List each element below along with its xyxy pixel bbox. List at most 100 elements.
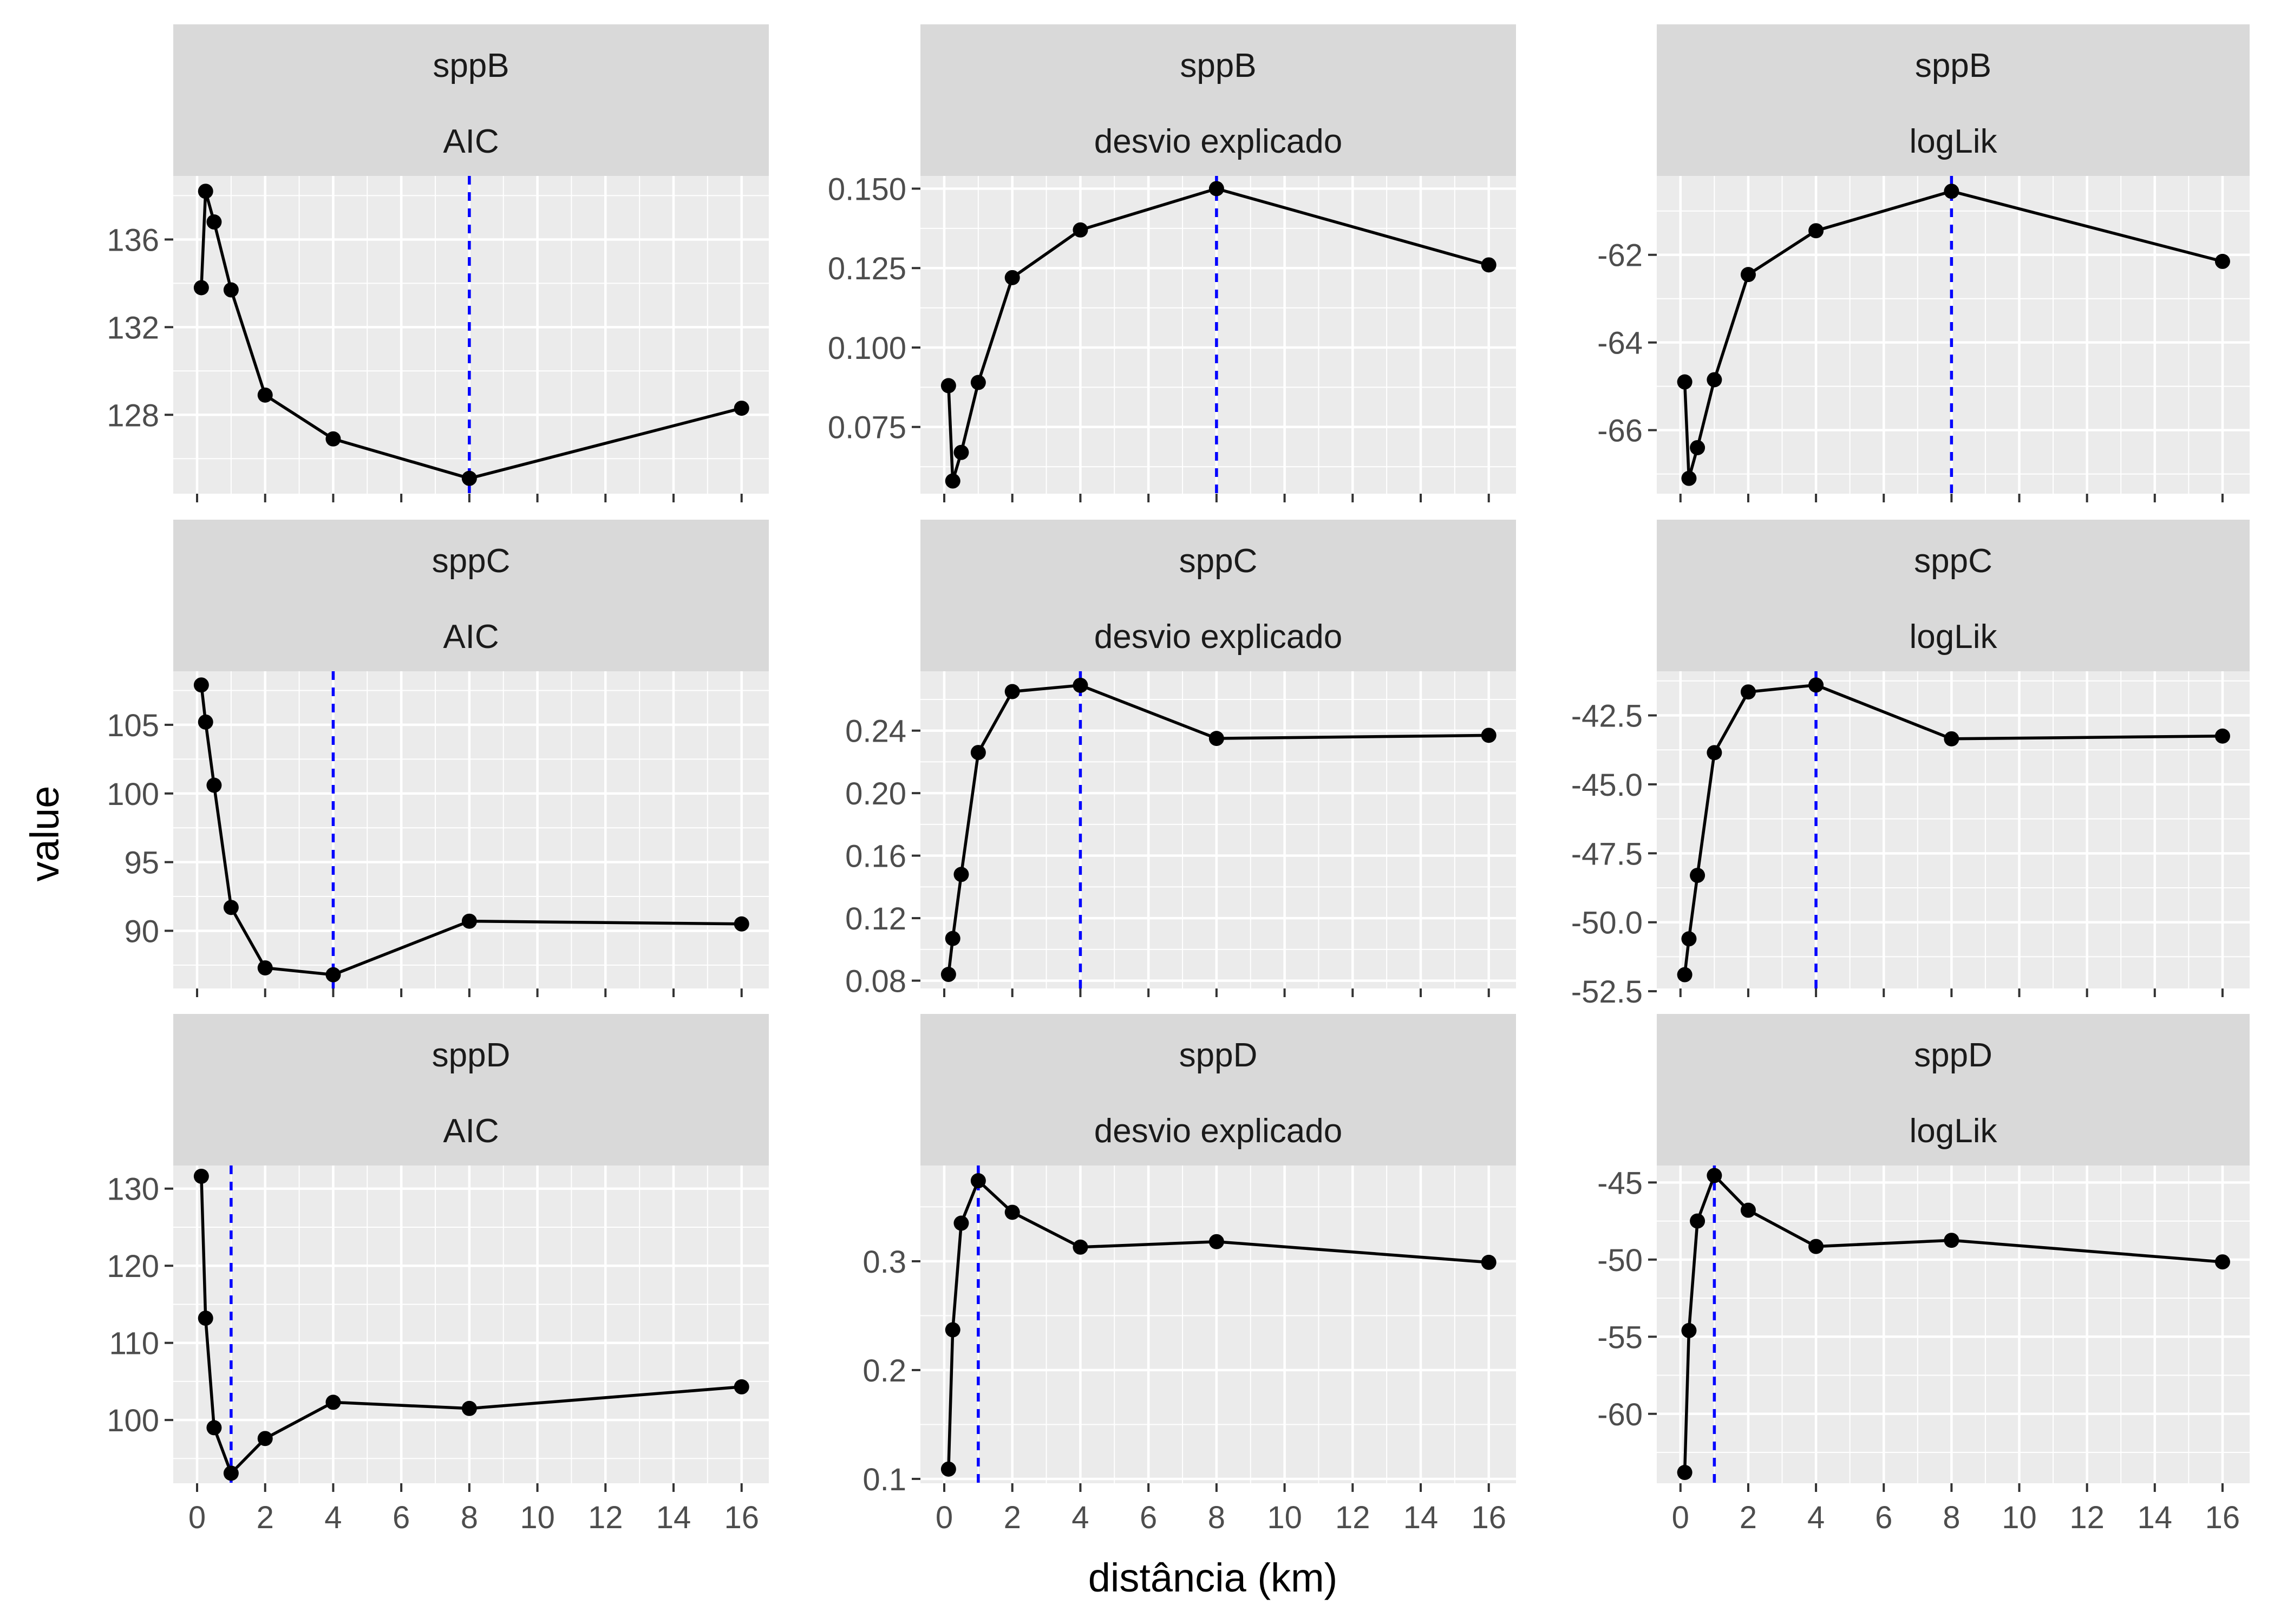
- y-tick-label: -55: [1597, 1320, 1643, 1355]
- panel-bg-sppb-loglik: [1657, 176, 2250, 494]
- strip-metric-label: logLik: [1910, 618, 1998, 656]
- y-tick-label: 0.100: [828, 331, 906, 366]
- y-tick-label: -50.0: [1571, 906, 1643, 941]
- data-point: [198, 184, 213, 199]
- y-tick-label: -66: [1597, 414, 1643, 449]
- x-tick-label: 6: [1875, 1500, 1892, 1535]
- strip-metric-label: desvio explicado: [1094, 1112, 1342, 1150]
- y-tick-label: 95: [124, 846, 159, 881]
- y-tick-label: 132: [107, 310, 159, 345]
- panel-bg-sppc-aic: [173, 671, 769, 988]
- data-point: [1208, 181, 1224, 197]
- y-axis-title: value: [22, 786, 67, 882]
- x-tick-label: 2: [1740, 1500, 1757, 1535]
- strip-species-label: sppC: [1179, 542, 1258, 580]
- x-tick-label: 4: [1071, 1500, 1089, 1535]
- y-tick-label: 0.125: [828, 251, 906, 286]
- x-tick-label: 2: [1004, 1500, 1021, 1535]
- x-tick-label: 4: [324, 1500, 342, 1535]
- data-point: [953, 444, 969, 460]
- data-point: [223, 282, 239, 298]
- y-tick-label: 0.20: [845, 776, 906, 811]
- strip-metric-label: AIC: [443, 123, 499, 160]
- strip-metric-label: logLik: [1910, 1112, 1998, 1150]
- y-tick-label: 120: [107, 1249, 159, 1284]
- series-line-sppd-desvio-explicado: [947, 1179, 1489, 1469]
- strip-sppd-desvio-explicado: [920, 1014, 1516, 1165]
- data-point: [1808, 677, 1824, 693]
- data-point: [1808, 1239, 1824, 1254]
- data-point: [945, 473, 960, 489]
- strip-sppb-desvio-explicado: [920, 24, 1516, 176]
- x-tick-label: 12: [1335, 1500, 1370, 1535]
- y-tick-label: 128: [107, 398, 159, 433]
- strip-sppc-desvio-explicado: [920, 520, 1516, 671]
- strip-sppc-aic: [173, 520, 769, 671]
- strip-species-label: sppC: [432, 542, 511, 580]
- data-point: [257, 1431, 273, 1446]
- x-axis-title: distância (km): [1088, 1555, 1338, 1600]
- data-point: [1681, 931, 1697, 947]
- data-point: [1481, 728, 1497, 743]
- strip-sppb-aic: [173, 24, 769, 176]
- y-tick-label: 0.24: [845, 714, 906, 749]
- data-point: [734, 401, 749, 416]
- y-tick-label: 105: [107, 708, 159, 743]
- y-tick-label: 136: [107, 222, 159, 258]
- y-tick-label: 0.12: [845, 901, 906, 937]
- x-tick-label: 16: [724, 1500, 759, 1535]
- x-tick-label: 14: [656, 1500, 691, 1535]
- panel-bg-sppc-desvio-explicado: [920, 671, 1516, 988]
- x-tick-label: 6: [393, 1500, 410, 1535]
- x-tick-label: 12: [2069, 1500, 2105, 1535]
- strip-sppd-aic: [173, 1014, 769, 1165]
- x-tick-label: 16: [1471, 1500, 1506, 1535]
- data-point: [1677, 967, 1693, 983]
- data-point: [970, 745, 986, 761]
- y-tick-label: 100: [107, 777, 159, 812]
- data-point: [970, 375, 986, 390]
- strip-metric-label: desvio explicado: [1094, 123, 1342, 160]
- data-point: [461, 470, 477, 486]
- data-point: [1481, 257, 1497, 273]
- data-point: [970, 1173, 986, 1189]
- strip-metric-label: logLik: [1910, 123, 1998, 160]
- y-tick-label: -62: [1597, 238, 1643, 273]
- data-point: [1944, 184, 1959, 199]
- strip-sppb-loglik: [1657, 24, 2250, 176]
- series-line-sppd-aic: [200, 1176, 742, 1475]
- panel-bg-sppd-desvio-explicado: [920, 1165, 1516, 1483]
- y-tick-label: 0.16: [845, 839, 906, 874]
- data-point: [1677, 1465, 1693, 1481]
- data-point: [1707, 745, 1722, 761]
- data-point: [198, 714, 213, 730]
- data-point: [1740, 684, 1756, 700]
- y-tick-label: 0.1: [862, 1462, 906, 1497]
- strip-species-label: sppD: [1179, 1037, 1258, 1074]
- strip-species-label: sppB: [1915, 47, 1991, 84]
- series-line-sppd-loglik: [1683, 1174, 2223, 1473]
- x-tick-label: 12: [588, 1500, 623, 1535]
- x-tick-label: 0: [1672, 1500, 1689, 1535]
- data-point: [1004, 1204, 1020, 1220]
- x-tick-label: 6: [1140, 1500, 1157, 1535]
- data-point: [193, 280, 209, 296]
- data-point: [1707, 1168, 1722, 1183]
- data-point: [2214, 1254, 2230, 1270]
- x-tick-label: 10: [520, 1500, 555, 1535]
- data-point: [1681, 1322, 1697, 1338]
- x-tick-label: 4: [1807, 1500, 1825, 1535]
- x-tick-label: 0: [188, 1500, 206, 1535]
- data-point: [734, 916, 749, 932]
- data-point: [1073, 1239, 1088, 1255]
- strip-species-label: sppB: [1180, 47, 1256, 84]
- data-point: [940, 1461, 956, 1477]
- panel-bg-sppc-loglik: [1657, 671, 2250, 988]
- data-point: [1073, 222, 1088, 238]
- strip-species-label: sppC: [1914, 542, 1992, 580]
- x-tick-label: 2: [257, 1500, 274, 1535]
- x-tick-label: 10: [1267, 1500, 1302, 1535]
- y-tick-label: -52.5: [1571, 974, 1643, 1010]
